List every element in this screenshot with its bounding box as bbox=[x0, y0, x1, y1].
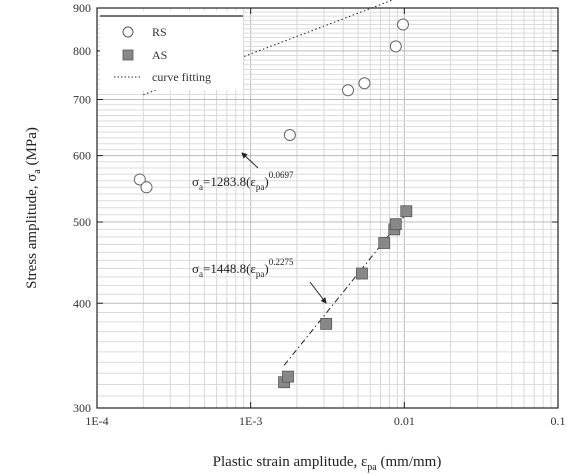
data-point-rs bbox=[342, 84, 355, 97]
data-point-rs bbox=[140, 181, 153, 194]
plot-area bbox=[96, 7, 559, 409]
y-tick-label: 800 bbox=[73, 44, 91, 58]
legend-label-rs: RS bbox=[152, 25, 167, 39]
legend-marker-rs bbox=[122, 26, 134, 38]
data-point-as bbox=[378, 237, 391, 249]
x-tick-label: 0.1 bbox=[551, 414, 566, 428]
y-tick-label: 900 bbox=[73, 1, 91, 15]
x-tick-label: 1E-3 bbox=[239, 414, 262, 428]
legend: RS AS curve fitting bbox=[100, 11, 243, 90]
data-point-as bbox=[389, 218, 402, 231]
data-point-as bbox=[320, 317, 333, 330]
fit-arrow-as bbox=[309, 281, 327, 304]
axis-ticks bbox=[96, 7, 559, 409]
fit-equation-rs: σa=1283.8(εpa)0.0697 bbox=[192, 170, 294, 192]
data-points bbox=[133, 18, 413, 389]
data-point-as bbox=[356, 267, 368, 280]
data-point-rs bbox=[283, 128, 296, 141]
fit-equation-as: σa=1448.8(εpa)0.2275 bbox=[192, 257, 294, 279]
data-point-rs bbox=[358, 77, 371, 90]
fit-arrow-rs bbox=[241, 152, 259, 169]
data-point-as bbox=[400, 205, 413, 218]
x-tick-label: 1E-4 bbox=[85, 414, 108, 428]
legend-marker-as bbox=[122, 49, 134, 61]
data-point-as bbox=[282, 370, 294, 383]
tick-labels: 1E-4 1E-3 0.01 0.1 300 400 500 600 700 800 900 bbox=[73, 1, 566, 428]
y-tick-label: 700 bbox=[73, 93, 91, 107]
legend-label-as: AS bbox=[152, 48, 167, 62]
y-axis-title: Stress amplitude, σa (MPa) bbox=[24, 127, 43, 289]
legend-label-fit: curve fitting bbox=[152, 70, 211, 84]
y-tick-label: 400 bbox=[73, 296, 91, 310]
y-tick-label: 500 bbox=[73, 215, 91, 229]
data-point-rs bbox=[133, 173, 146, 186]
x-tick-label: 0.01 bbox=[394, 414, 415, 428]
y-tick-label: 600 bbox=[73, 149, 91, 163]
data-point-rs bbox=[396, 18, 409, 31]
y-tick-label: 300 bbox=[73, 401, 91, 415]
x-axis-title: Plastic strain amplitude, εpa (mm/mm) bbox=[213, 454, 442, 473]
data-point-rs bbox=[389, 40, 402, 53]
